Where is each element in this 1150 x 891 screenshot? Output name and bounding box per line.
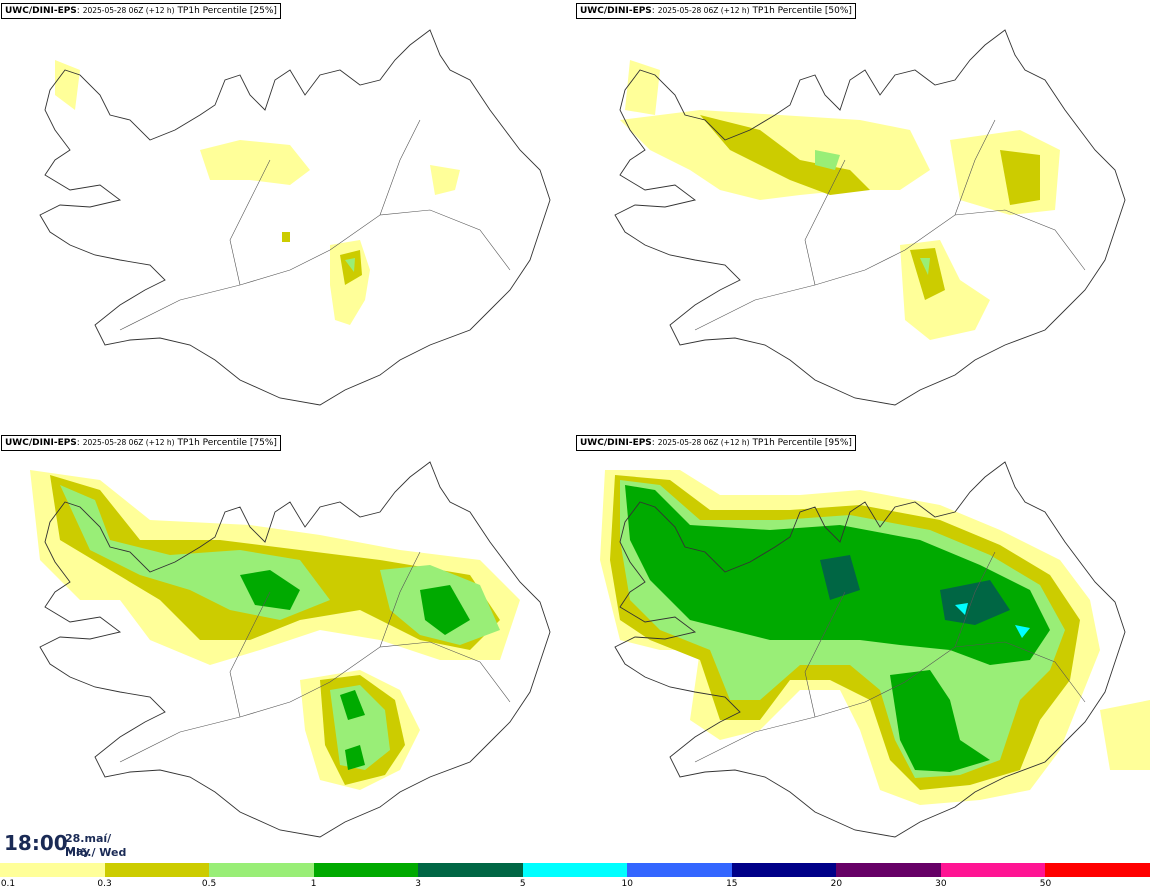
colorbar-swatch: [731, 863, 837, 877]
map-panel-p25: UWC/DINI-EPS: 2025-05-28 06Z (+12 h) TP1…: [0, 0, 575, 430]
coastline: [39, 461, 551, 838]
panel-title: UWC/DINI-EPS: 2025-05-28 06Z (+12 h) TP1…: [576, 3, 856, 19]
coastline: [614, 461, 1126, 838]
map-panel-p75: UWC/DINI-EPS: 2025-05-28 06Z (+12 h) TP1…: [0, 432, 575, 862]
colorbar-label: 20: [830, 879, 843, 889]
coastline: [614, 29, 1126, 406]
precip-contour: [890, 670, 990, 772]
panel-title: UWC/DINI-EPS: 2025-05-28 06Z (+12 h) TP1…: [576, 435, 856, 451]
valid-weekday: Mið./ Wed: [65, 846, 127, 859]
colorbar: [0, 863, 1150, 877]
colorbar-swatch: [104, 863, 210, 877]
colorbar-swatch: [627, 863, 732, 877]
colorbar-label: 0.3: [97, 879, 112, 889]
colorbar-swatch: [418, 863, 523, 877]
colorbar-label: 15: [726, 879, 738, 889]
precip-contour: [55, 60, 80, 110]
precip-contour: [282, 232, 290, 242]
road-lines: [694, 551, 1086, 763]
precip-contour: [820, 555, 860, 600]
precip-contour: [955, 603, 968, 615]
colorbar-swatch: [836, 863, 941, 877]
colorbar-label: 0.5: [201, 879, 217, 889]
iceland-precip-map: [39, 29, 551, 406]
precip-contour: [340, 690, 365, 720]
colorbar-label: 0.1: [0, 879, 16, 889]
precip-contour: [940, 580, 1010, 625]
valid-time-box: 18:00 28.maí/ May Mið./ Wed: [0, 826, 132, 862]
colorbar-swatch: [209, 863, 314, 877]
precip-contour: [240, 570, 300, 610]
colorbar-label: 1: [310, 879, 317, 889]
panel-title: UWC/DINI-EPS: 2025-05-28 06Z (+12 h) TP1…: [1, 3, 281, 19]
precip-contour: [625, 60, 660, 115]
precip-contour: [200, 140, 310, 185]
precip-contour: [345, 258, 355, 272]
precip-contour: [700, 115, 870, 195]
coastline: [39, 29, 551, 406]
valid-time: 18:00: [4, 831, 68, 855]
iceland-precip-map: [600, 461, 1150, 838]
colorbar-swatch: [940, 863, 1046, 877]
colorbar-label: 30: [935, 879, 947, 889]
colorbar-swatch: [313, 863, 419, 877]
precip-contour: [1015, 625, 1030, 638]
panel-title: UWC/DINI-EPS: 2025-05-28 06Z (+12 h) TP1…: [1, 435, 281, 451]
precip-contour: [1100, 700, 1150, 770]
colorbar-label: 10: [621, 879, 633, 889]
colorbar-label: 3: [415, 879, 422, 889]
colorbar-label: 50: [1039, 879, 1052, 889]
precip-contour: [345, 745, 365, 770]
precip-contour: [920, 258, 930, 275]
road-lines: [694, 119, 1086, 331]
precip-contour: [910, 248, 945, 300]
road-lines: [119, 551, 511, 763]
iceland-precip-map: [30, 461, 551, 838]
colorbar-label: 5: [519, 879, 526, 889]
road-lines: [119, 119, 511, 331]
iceland-precip-map: [614, 29, 1126, 406]
colorbar-swatch: [0, 863, 105, 877]
precip-contour: [430, 165, 460, 195]
precip-contour: [420, 585, 470, 635]
colorbar-swatch: [1045, 863, 1150, 877]
colorbar-swatch: [522, 863, 628, 877]
map-panel-p95: UWC/DINI-EPS: 2025-05-28 06Z (+12 h) TP1…: [575, 432, 1150, 862]
valid-date: 28.maí/ May: [65, 832, 112, 858]
colorbar-legend: 0.1 0.3 0.5 1 3 5 10 15 20 30 50: [0, 863, 1150, 891]
map-panel-p50: UWC/DINI-EPS: 2025-05-28 06Z (+12 h) TP1…: [575, 0, 1150, 430]
precip-contour: [1000, 150, 1040, 205]
precip-contour: [815, 150, 840, 170]
